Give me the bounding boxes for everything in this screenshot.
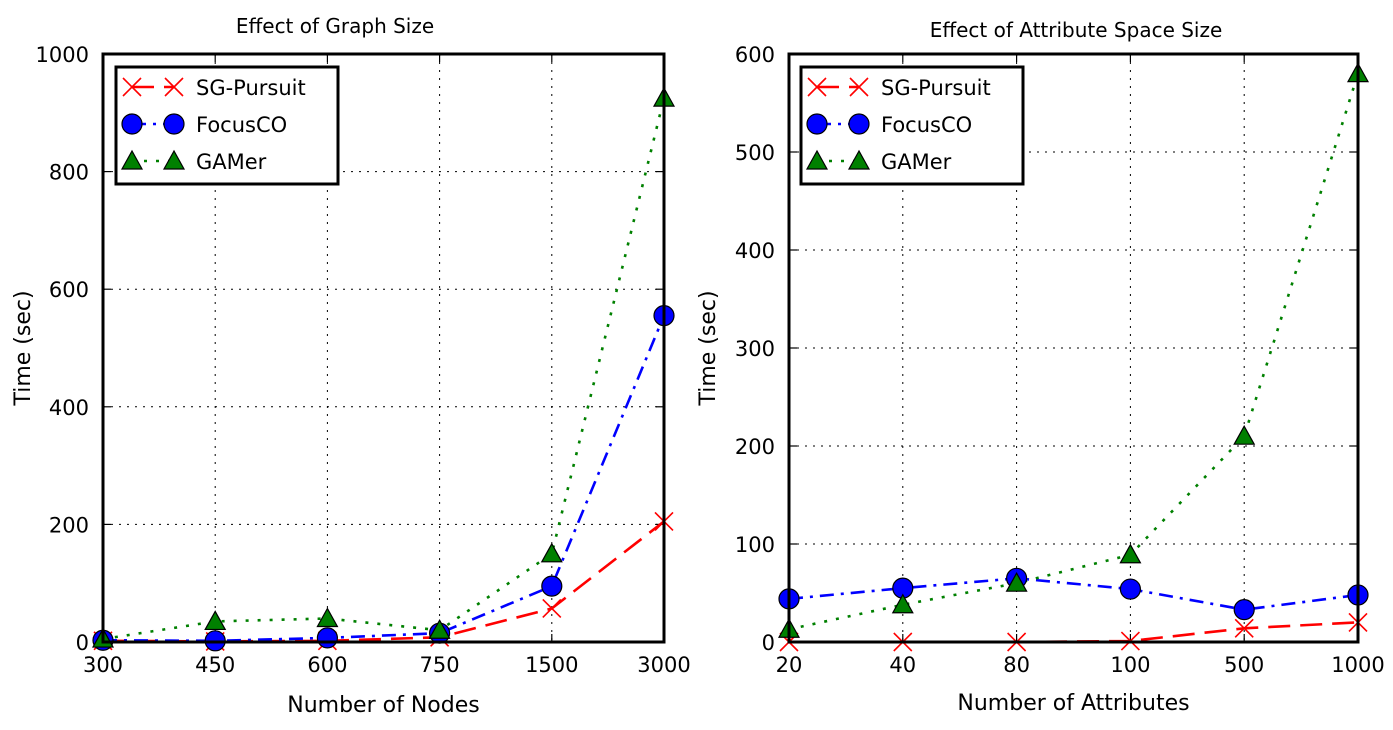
legend-label: SG-Pursuit <box>196 76 306 100</box>
x-tick-label: 80 <box>1003 653 1030 677</box>
legend-marker <box>806 113 828 135</box>
y-tick-label: 500 <box>735 141 775 165</box>
data-point-gamer <box>540 542 563 563</box>
data-point-gamer <box>1119 543 1142 564</box>
data-point-focusco <box>1233 599 1255 621</box>
x-tick-label: 500 <box>1224 653 1264 677</box>
y-tick-label: 600 <box>49 278 89 302</box>
legend-marker <box>849 77 869 97</box>
series-line-sg-pursuit <box>789 621 1358 642</box>
y-tick-label: 200 <box>735 435 775 459</box>
legend-marker <box>807 77 827 97</box>
legend: SG-Pursuit FocusCO GAMer <box>114 65 340 186</box>
series-line-sg-pursuit <box>103 520 664 642</box>
legend-marker <box>805 149 829 170</box>
x-tick-label: 3000 <box>637 653 690 677</box>
chart-title: Effect of Attribute Space Size <box>930 18 1223 42</box>
plot-area <box>789 73 1358 642</box>
x-tick-label: 1000 <box>1331 653 1384 677</box>
legend-label: GAMer <box>196 150 267 174</box>
x-tick-label: 40 <box>889 653 916 677</box>
x-tick-label: 300 <box>83 653 123 677</box>
legend-marker <box>847 149 871 170</box>
x-tick-label: 750 <box>420 653 460 677</box>
legend-marker <box>848 113 870 135</box>
y-tick-label: 800 <box>49 161 89 185</box>
data-point-gamer <box>891 593 914 614</box>
legend-marker <box>120 149 144 170</box>
data-point-gamer <box>428 619 451 639</box>
series-line-focusco <box>103 315 664 642</box>
legend-marker <box>162 149 186 170</box>
data-point-focusco <box>1119 578 1142 600</box>
data-point-focusco <box>541 575 563 597</box>
series-line-focusco <box>789 576 1358 611</box>
chart-attribute-space-size: Effect of Attribute Space Size 20 40 80 100 5… <box>696 18 1385 716</box>
y-tick-label: 200 <box>49 513 89 537</box>
data-point-gamer <box>1233 424 1256 445</box>
y-axis-label: Time (sec) <box>11 290 36 406</box>
y-axis-label: Time (sec) <box>696 290 721 406</box>
x-tick-label: 1500 <box>525 653 578 677</box>
y-tick-label: 0 <box>76 631 89 655</box>
axes-frame <box>101 52 666 644</box>
legend-label: FocusCO <box>196 113 287 137</box>
y-tick-label: 300 <box>735 337 775 361</box>
x-tick-label: 100 <box>1110 653 1150 677</box>
x-tick-label: 20 <box>776 653 803 677</box>
legend-marker <box>163 113 185 135</box>
chart-title: Effect of Graph Size <box>236 14 434 38</box>
y-tick-label: 0 <box>762 631 775 655</box>
y-tick-label: 400 <box>49 396 89 420</box>
y-tick-label: 400 <box>735 239 775 263</box>
legend-marker <box>164 77 184 97</box>
legend-marker <box>121 113 143 135</box>
data-point-gamer <box>1005 571 1028 592</box>
y-tick-label: 600 <box>735 43 775 67</box>
data-point-gamer <box>316 607 339 628</box>
chart-graph-size: Effect of Graph Size 300 450 600 750 1500 3000… <box>11 14 691 718</box>
data-point-gamer <box>204 610 227 631</box>
data-point-focusco <box>316 627 338 649</box>
series-line-gamer <box>103 97 664 641</box>
x-tick-label: 450 <box>195 653 235 677</box>
data-point-sg-pursuit <box>1234 618 1254 638</box>
data-point-sg-pursuit <box>542 598 562 619</box>
legend-label: GAMer <box>881 150 952 174</box>
y-tick-label: 1000 <box>36 43 89 67</box>
legend-marker <box>122 77 142 97</box>
legend: SG-Pursuit FocusCO GAMer <box>799 65 1025 186</box>
legend-label: FocusCO <box>881 113 972 137</box>
axes-frame <box>787 52 1360 644</box>
x-axis-label: Number of Attributes <box>957 691 1189 716</box>
x-tick-label: 600 <box>307 653 347 677</box>
x-axis-label: Number of Nodes <box>287 693 479 718</box>
series-line-gamer <box>789 73 1358 631</box>
legend-label: SG-Pursuit <box>881 76 991 100</box>
y-tick-label: 100 <box>735 533 775 557</box>
